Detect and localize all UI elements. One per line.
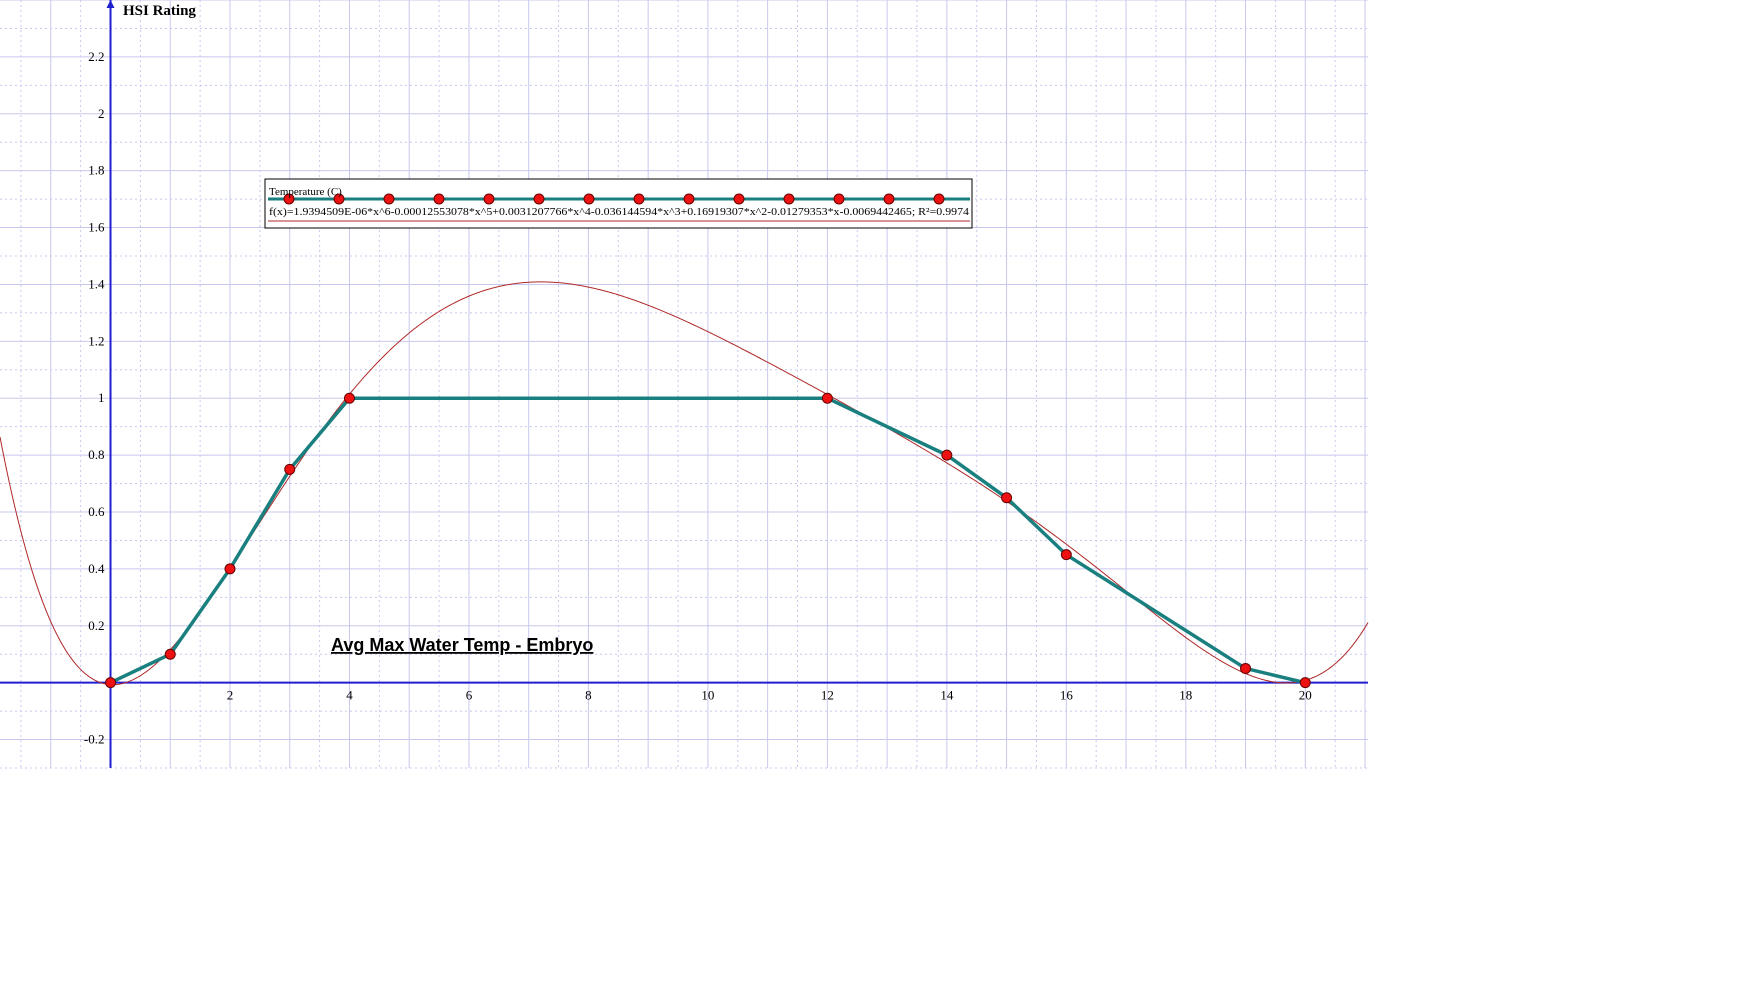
tick-labels: 2 4 6 8 10 12 14 16 18 20 -0.2 0.2 0.4 0.6 0.8 1 1.2 1.4 1… (84, 49, 1312, 747)
x-tick-label: 6 (466, 688, 473, 703)
x-tick-label: 14 (940, 688, 954, 703)
legend-marker (783, 193, 795, 205)
legend-marker (483, 193, 495, 205)
legend-marker (883, 193, 895, 205)
legend-box (264, 178, 973, 229)
legend-series-name: Temperature (C) (269, 186, 342, 198)
axes (0, 0, 1368, 768)
legend-marker (583, 193, 595, 205)
x-tick-label: 12 (821, 688, 834, 703)
y-tick-label: 0.4 (88, 561, 105, 576)
x-tick-label: 20 (1299, 688, 1312, 703)
legend-marker (533, 193, 545, 205)
data-point (224, 563, 236, 575)
y-tick-label: 2 (98, 106, 105, 121)
data-point (821, 392, 833, 404)
chart-title: Avg Max Water Temp - Embryo (331, 635, 593, 655)
data-point (105, 677, 117, 689)
series-temperature (105, 392, 1311, 689)
data-point (1299, 677, 1311, 689)
x-tick-label: 16 (1060, 688, 1074, 703)
legend-marker (933, 193, 945, 205)
legend-trendline-label: f(x)=1.9394509E-06*x^6-0.00012553078*x^5… (269, 206, 970, 218)
x-tick-label: 8 (585, 688, 592, 703)
legend-marker (683, 193, 695, 205)
data-point (164, 648, 176, 660)
y-tick-label: 2.2 (88, 49, 104, 64)
legend-marker (733, 193, 745, 205)
y-tick-label: 1.2 (88, 333, 104, 348)
legend-marker (283, 193, 295, 205)
legend-marker (633, 193, 645, 205)
y-tick-label: 1 (98, 390, 105, 405)
legend-marker (833, 193, 845, 205)
data-point (343, 392, 355, 404)
x-tick-label: 18 (1179, 688, 1192, 703)
legend: Temperature (C) f(x)=1.9394509E-06*x^6-0… (264, 178, 973, 229)
y-tick-label: 1.4 (88, 276, 105, 291)
data-point (941, 449, 953, 461)
x-tick-label: 10 (701, 688, 714, 703)
y-tick-label: -0.2 (84, 732, 105, 747)
data-point (1001, 492, 1013, 504)
y-tick-label: 0.8 (88, 447, 104, 462)
legend-marker (433, 193, 445, 205)
x-tick-label: 2 (227, 688, 234, 703)
y-tick-label: 1.8 (88, 163, 104, 178)
legend-series-markers (283, 193, 945, 205)
y-axis-arrow (106, 0, 115, 8)
grid-lines (0, 0, 1368, 769)
legend-marker (383, 193, 395, 205)
data-point (1240, 662, 1252, 674)
legend-marker (333, 193, 345, 205)
y-tick-label: 0.2 (88, 618, 104, 633)
y-tick-label: 0.6 (88, 504, 105, 519)
data-point (284, 463, 296, 475)
y-tick-label: 1.6 (88, 220, 105, 235)
data-point (1060, 549, 1072, 561)
x-tick-label: 4 (346, 688, 353, 703)
y-axis-label: HSI Rating (123, 3, 196, 19)
